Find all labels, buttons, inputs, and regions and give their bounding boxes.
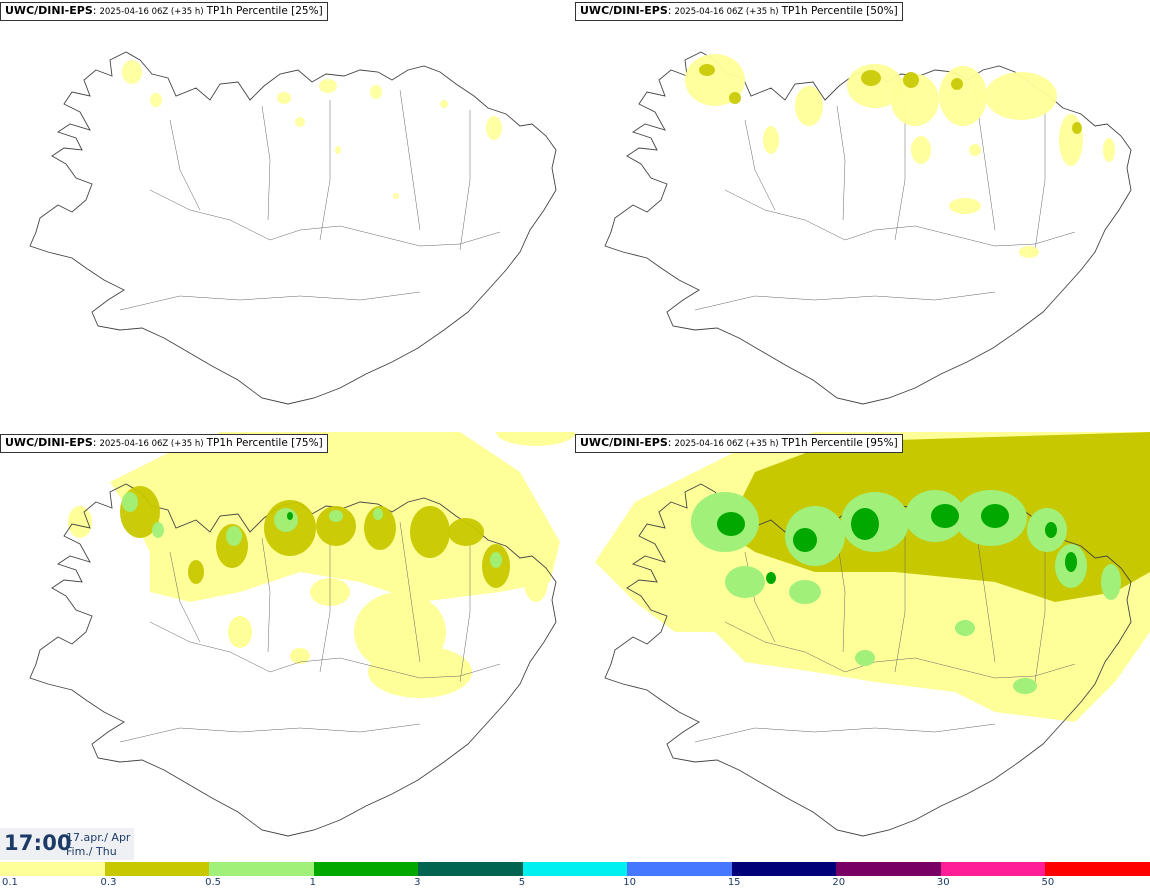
- model-name: UWC/DINI-EPS: [5, 4, 93, 17]
- run-time: 2025-04-16 06Z (+35 h): [99, 7, 204, 17]
- colorbar-segment: [522, 862, 628, 876]
- colorbar-tick-label: 3: [414, 877, 421, 888]
- run-time: 2025-04-16 06Z (+35 h): [674, 439, 779, 449]
- map-p95: [595, 432, 1150, 837]
- valid-time-box: 17:00 17.apr./ Apr Fim./ Thu: [0, 828, 134, 860]
- parameter: TP1h Percentile [95%]: [781, 437, 898, 449]
- colorbar-ticks: 0.1 0.3 0.5 1 3 5 10 15 20 30 50: [0, 876, 1150, 891]
- run-time: 2025-04-16 06Z (+35 h): [674, 7, 779, 17]
- map-p25: [29, 51, 557, 405]
- colorbar-tick-label: 0.1: [2, 877, 18, 888]
- precip-colorbar: [0, 862, 1150, 876]
- colorbar-tick-label: 50: [1041, 877, 1055, 888]
- panel-title: UWC/DINI-EPS: 2025-04-16 06Z (+35 h) TP1h …: [575, 2, 903, 21]
- valid-date-line2: Fim./ Thu: [66, 845, 117, 858]
- colorbar-segment: [940, 862, 1046, 876]
- colorbar-segment: [313, 862, 419, 876]
- panel-title: UWC/DINI-EPS: 2025-04-16 06Z (+35 h) TP1h …: [0, 434, 328, 453]
- colorbar-tick-label: 0.5: [205, 877, 221, 888]
- model-name: UWC/DINI-EPS: [580, 4, 668, 17]
- colorbar-tick-label: 10: [623, 877, 636, 888]
- panel-title: UWC/DINI-EPS: 2025-04-16 06Z (+35 h) TP1h …: [0, 2, 328, 21]
- colorbar-segment: [209, 862, 314, 876]
- colorbar-tick-label: 0.3: [100, 877, 117, 888]
- valid-time-clock: 17:00: [4, 831, 72, 855]
- colorbar-segment: [627, 862, 732, 876]
- colorbar-segment: [0, 862, 105, 876]
- map-panel-p25: UWC/DINI-EPS: 2025-04-16 06Z (+35 h) TP1h …: [0, 0, 575, 430]
- colorbar-segment: [836, 862, 941, 876]
- colorbar-tick-label: 5: [518, 877, 526, 888]
- colorbar-segment: [1045, 862, 1150, 876]
- colorbar-tick-label: 1: [309, 877, 316, 888]
- parameter: TP1h Percentile [50%]: [781, 5, 898, 17]
- map-panel-p95: UWC/DINI-EPS: 2025-04-16 06Z (+35 h) TP1h …: [575, 432, 1150, 862]
- colorbar-segment: [104, 862, 210, 876]
- colorbar-tick-label: 15: [727, 877, 741, 888]
- colorbar-tick-label: 20: [832, 877, 846, 888]
- parameter: TP1h Percentile [25%]: [206, 5, 323, 17]
- panel-title: UWC/DINI-EPS: 2025-04-16 06Z (+35 h) TP1h …: [575, 434, 903, 453]
- run-time: 2025-04-16 06Z (+35 h): [99, 439, 204, 449]
- map-panel-p50: UWC/DINI-EPS: 2025-04-16 06Z (+35 h) TP1h …: [575, 0, 1150, 430]
- valid-date-line1: 17.apr./ Apr: [66, 831, 131, 844]
- model-name: UWC/DINI-EPS: [580, 436, 668, 449]
- map-panel-p75: UWC/DINI-EPS: 2025-04-16 06Z (+35 h) TP1h …: [0, 432, 575, 862]
- colorbar-segment: [731, 862, 837, 876]
- colorbar-segment: [418, 862, 523, 876]
- model-name: UWC/DINI-EPS: [5, 436, 93, 449]
- parameter: TP1h Percentile [75%]: [206, 437, 323, 449]
- map-p50: [604, 51, 1132, 405]
- colorbar-tick-label: 30: [936, 877, 950, 888]
- map-p75: [29, 432, 575, 837]
